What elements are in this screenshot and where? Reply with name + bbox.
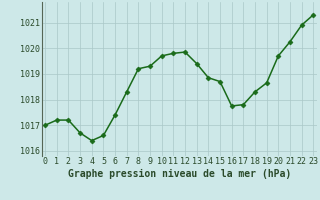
X-axis label: Graphe pression niveau de la mer (hPa): Graphe pression niveau de la mer (hPa): [68, 169, 291, 179]
